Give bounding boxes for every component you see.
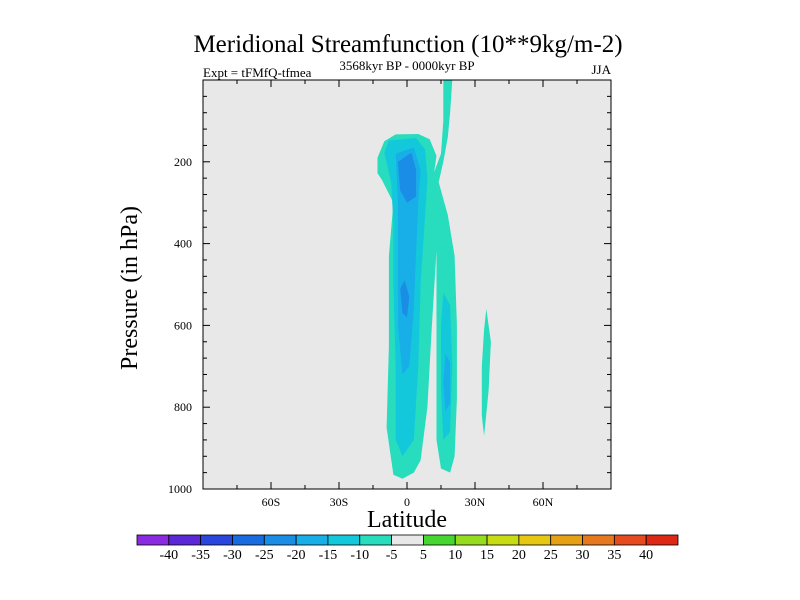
subtitle-right: JJA	[591, 62, 611, 77]
colorbar-label: 10	[448, 548, 462, 563]
contour-region-tropical-cell-core-lower	[400, 280, 410, 318]
colorbar-label: -15	[319, 548, 338, 563]
colorbar-swatch	[232, 534, 265, 546]
subtitle-center: 3568kyr BP - 0000kyr BP	[339, 58, 474, 73]
colorbar-swatch	[645, 534, 679, 546]
y-tick-label: 400	[174, 237, 192, 251]
colorbar-label: 35	[607, 548, 621, 563]
colorbar-swatch	[423, 534, 456, 546]
colorbar-label: -5	[386, 548, 398, 563]
colorbar-swatch	[486, 534, 520, 546]
x-tick-label: 0	[404, 495, 410, 509]
colorbar-swatch	[263, 534, 297, 546]
x-tick-label: 30S	[330, 495, 349, 509]
colorbar-swatch	[550, 534, 583, 546]
colorbar-label: -40	[159, 548, 178, 563]
contour-layer	[377, 80, 491, 479]
colorbar-label: 40	[639, 548, 653, 563]
colorbar-label: -10	[350, 548, 369, 563]
axis-ticks: 60S 30S 0 30N 60N 200 400 600 800 1000	[168, 80, 611, 509]
colorbar-swatch	[391, 534, 424, 546]
x-tick-label: 60N	[533, 495, 554, 509]
x-tick-label: 60S	[262, 495, 281, 509]
x-tick-label: 30N	[465, 495, 486, 509]
contour-region-tropical-cell-inner	[395, 147, 421, 375]
colorbar-swatch	[359, 534, 392, 546]
colorbar-label: 15	[480, 548, 494, 563]
subtitle-left: Expt = tFMfQ-tfmea	[203, 65, 312, 80]
colorbar-label: -20	[287, 548, 306, 563]
colorbar-swatch	[518, 534, 552, 546]
y-tick-label: 200	[174, 155, 192, 169]
colorbar: -40 -35 -30 -25 -20 -15 -10 -5 5 10 15 20 25 30 35 40	[136, 534, 679, 563]
colorbar-label: -30	[223, 548, 242, 563]
contour-region-tropical-cell-core-upper	[397, 152, 417, 203]
colorbar-label: 30	[576, 548, 590, 563]
colorbar-swatch	[454, 534, 488, 546]
colorbar-label: 25	[544, 548, 558, 563]
colorbar-label: 5	[420, 548, 427, 563]
colorbar-swatch	[200, 534, 233, 546]
colorbar-swatch	[168, 534, 202, 546]
colorbar-label: -25	[255, 548, 274, 563]
contour-region-subtropical-cell	[481, 309, 491, 436]
y-axis-label: Pressure (in hPa)	[117, 206, 143, 370]
colorbar-swatch	[136, 534, 170, 546]
y-tick-label: 800	[174, 400, 192, 414]
colorbar-label: 20	[512, 548, 526, 563]
x-axis-label: Latitude	[367, 507, 447, 533]
colorbar-swatch	[613, 534, 647, 546]
colorbar-label: -35	[191, 548, 210, 563]
y-tick-label: 1000	[168, 482, 192, 496]
chart-title: Meridional Streamfunction (10**9kg/m-2)	[193, 31, 622, 58]
y-tick-label: 600	[174, 318, 192, 332]
colorbar-swatch	[582, 534, 615, 546]
contour-region-ne-cell-core	[443, 354, 451, 412]
colorbar-swatch	[327, 534, 361, 546]
colorbar-swatch	[295, 534, 329, 546]
